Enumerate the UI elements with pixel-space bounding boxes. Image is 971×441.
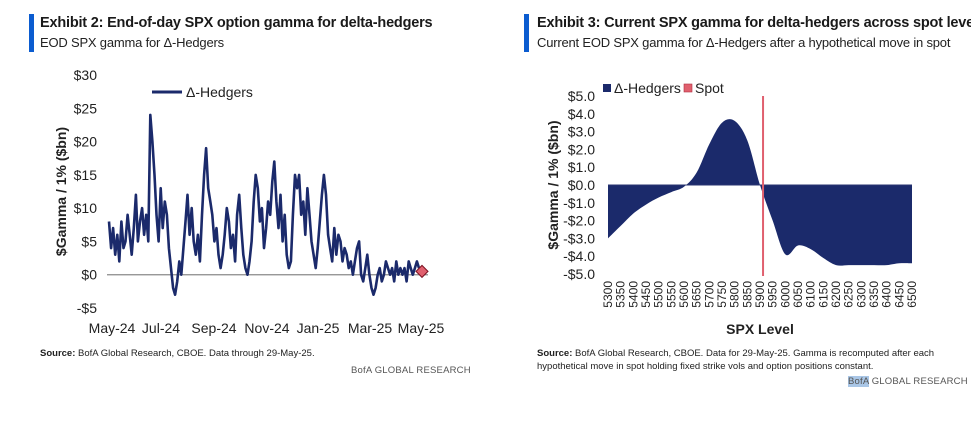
y-tick-label: $2.0: [568, 141, 595, 157]
exhibit3-brand-prefix: BofA: [848, 376, 869, 387]
x-tick-label: Mar-25: [348, 320, 393, 336]
legend-label-delta-hedgers: Δ-Hedgers: [614, 80, 681, 96]
x-tick-label: 5750: [715, 281, 729, 308]
x-tick-label: 6100: [804, 281, 818, 308]
legend-label-spot: Spot: [695, 80, 724, 96]
x-tick-label: 6400: [880, 281, 894, 308]
y-tick-label: -$3.0: [563, 230, 595, 246]
x-tick-label: 6350: [867, 281, 881, 308]
x-tick-label: Jan-25: [297, 320, 340, 336]
exhibit3-source-label: Source:: [537, 348, 573, 359]
x-tick-label: 6500: [905, 281, 919, 308]
exhibit3-subtitle: Current EOD SPX gamma for Δ-Hedgers afte…: [537, 35, 951, 50]
x-tick-label: 6050: [791, 281, 805, 308]
exhibit3-title: Exhibit 3: Current SPX gamma for delta-h…: [537, 15, 971, 31]
exhibit2-subtitle: EOD SPX gamma for Δ-Hedgers: [40, 35, 224, 50]
exhibit3-accent-bar: [524, 14, 529, 52]
y-tick-label: -$4.0: [563, 248, 595, 264]
y-tick-label: -$5: [77, 300, 97, 316]
y-tick-label: $4.0: [568, 106, 595, 122]
exhibit2-title: Exhibit 2: End-of-day SPX option gamma f…: [40, 15, 433, 31]
x-tick-label: 5450: [639, 281, 653, 308]
x-axis-label: SPX Level: [726, 321, 794, 337]
x-tick-label: 6200: [829, 281, 843, 308]
y-tick-label: -$2.0: [563, 213, 595, 229]
series-line-delta-hedgers: [107, 113, 421, 297]
y-tick-label: -$5.0: [563, 266, 595, 282]
x-tick-label: 5800: [728, 281, 742, 308]
x-tick-label: 6300: [854, 281, 868, 308]
y-axis-label: $Gamma / 1% ($bn): [53, 127, 69, 256]
exhibit2-accent-bar: [29, 14, 34, 52]
x-tick-label: 6000: [778, 281, 792, 308]
x-tick-label: 5300: [601, 281, 615, 308]
x-tick-label: 5950: [766, 281, 780, 308]
exhibit3-brand: BofA GLOBAL RESEARCH: [848, 376, 968, 387]
y-tick-label: $1.0: [568, 159, 595, 175]
y-tick-label: $25: [74, 100, 98, 116]
x-tick-label: 5900: [753, 281, 767, 308]
x-tick-label: 5650: [690, 281, 704, 308]
exhibit2-source: Source: BofA Global Research, CBOE. Data…: [40, 347, 315, 360]
y-tick-label: $5.0: [568, 88, 595, 104]
y-tick-label: $0: [81, 267, 97, 283]
exhibit3-brand-suffix: GLOBAL RESEARCH: [868, 376, 968, 387]
y-tick-label: $20: [74, 134, 98, 150]
x-tick-label: 5600: [677, 281, 691, 308]
x-tick-label: 5850: [740, 281, 754, 308]
x-tick-label: Jul-24: [142, 320, 180, 336]
x-tick-label: 5500: [652, 281, 666, 308]
x-tick-label: 6250: [842, 281, 856, 308]
x-tick-label: 5550: [664, 281, 678, 308]
exhibit2-source-text: BofA Global Research, CBOE. Data through…: [75, 348, 315, 359]
end-point-marker: [415, 264, 429, 279]
y-tick-label: $0.0: [568, 177, 595, 193]
legend-label: Δ-Hedgers: [186, 84, 253, 100]
x-tick-label: Nov-24: [244, 320, 289, 336]
y-tick-label: $30: [74, 67, 98, 83]
exhibit3-source: Source: BofA Global Research, CBOE. Data…: [537, 347, 934, 373]
x-tick-label: 5700: [702, 281, 716, 308]
x-tick-label: 5350: [614, 281, 628, 308]
x-tick-label: May-24: [89, 320, 136, 336]
y-tick-label: -$1.0: [563, 195, 595, 211]
y-tick-label: $5: [81, 233, 97, 249]
y-axis-label: $Gamma / 1% ($bn): [545, 120, 561, 249]
legend-swatch-spot: [683, 83, 693, 93]
x-tick-label: May-25: [398, 320, 445, 336]
exhibit3-source-line2: hypothetical move in spot holding fixed …: [537, 361, 874, 372]
x-tick-label: Sep-24: [191, 320, 236, 336]
exhibit2-brand: BofA GLOBAL RESEARCH: [351, 365, 471, 376]
legend-swatch-delta-hedgers: [603, 84, 611, 92]
y-tick-label: $15: [74, 167, 98, 183]
y-tick-label: $10: [74, 200, 98, 216]
y-tick-label: $3.0: [568, 124, 595, 140]
area-series-delta-hedgers: [608, 119, 912, 266]
exhibit3-source-line1: BofA Global Research, CBOE. Data for 29-…: [572, 348, 935, 359]
exhibit2-source-label: Source:: [40, 348, 76, 359]
x-tick-label: 6150: [816, 281, 830, 308]
x-tick-label: 5400: [626, 281, 640, 308]
x-tick-label: 6450: [892, 281, 906, 308]
